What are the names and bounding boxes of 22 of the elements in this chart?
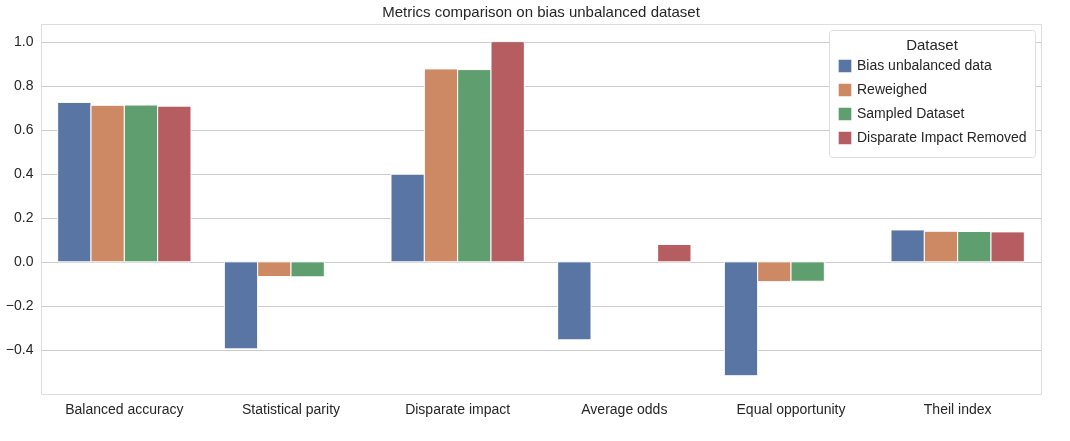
x-tick-label: Theil index [923, 400, 992, 417]
y-tick-label: −0.4 [5, 341, 34, 358]
y-tick-label: 0.2 [14, 209, 34, 226]
bar [657, 243, 692, 263]
legend-title: Dataset [906, 36, 959, 53]
legend-label: Reweighed [857, 81, 928, 97]
x-tick-label: Average odds [581, 400, 668, 417]
x-tick-label: Balanced accuracy [65, 400, 184, 417]
legend-label: Bias unbalanced data [857, 57, 992, 73]
bar [557, 261, 592, 341]
x-tick-label: Equal opportunity [736, 400, 846, 417]
legend-label: Sampled Dataset [857, 105, 965, 121]
x-tick-label: Disparate impact [405, 400, 511, 417]
y-tick-label: 0.8 [14, 77, 34, 94]
y-tick-label: 0.6 [14, 121, 34, 138]
x-tick-label: Statistical parity [241, 400, 341, 417]
chart-title: Metrics comparison on bias unbalanced dataset [382, 3, 701, 20]
y-tick-label: −0.2 [5, 297, 34, 314]
y-tick-label: 0.0 [14, 253, 34, 270]
y-tick-label: 1.0 [14, 33, 34, 50]
y-tick-label: 0.4 [14, 165, 34, 182]
legend-label: Disparate Impact Removed [857, 129, 1027, 145]
